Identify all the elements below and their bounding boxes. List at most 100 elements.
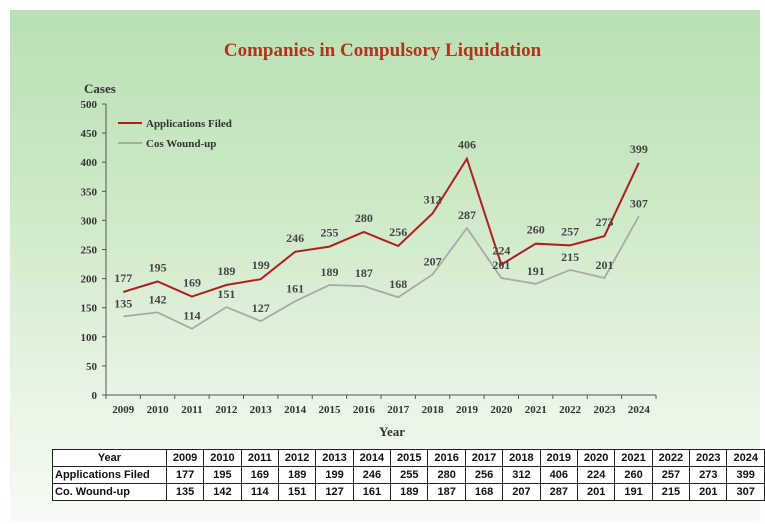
y-tick-label: 250 bbox=[81, 245, 98, 257]
table-cell: 257 bbox=[651, 466, 691, 484]
table-cell: 406 bbox=[539, 466, 578, 484]
data-label: 256 bbox=[389, 225, 407, 239]
table-cell: 114 bbox=[240, 483, 279, 501]
table-cell: 151 bbox=[277, 483, 317, 501]
y-tick-label: 350 bbox=[81, 186, 98, 198]
table-cell: 177 bbox=[165, 466, 205, 484]
table-row-header: Year bbox=[52, 449, 167, 467]
table-cell: 224 bbox=[576, 466, 616, 484]
table-row-header: Applications Filed bbox=[52, 466, 167, 484]
legend-label: Cos Wound-up bbox=[146, 138, 216, 150]
table-cell: 2023 bbox=[689, 449, 728, 467]
data-label: 127 bbox=[252, 301, 270, 315]
table-cell: 246 bbox=[352, 466, 392, 484]
table-cell: 189 bbox=[277, 466, 317, 484]
table-cell: 187 bbox=[427, 483, 466, 501]
table-cell: 280 bbox=[427, 466, 466, 484]
y-tick-label: 400 bbox=[81, 157, 98, 169]
table-cell: 2011 bbox=[240, 449, 279, 467]
table-row-header: Co. Wound-up bbox=[52, 483, 167, 501]
table-cell: 127 bbox=[315, 483, 354, 501]
table-cell: 287 bbox=[539, 483, 578, 501]
x-tick-label: 2014 bbox=[284, 404, 307, 416]
data-label: 169 bbox=[183, 276, 201, 290]
table-cell: 2012 bbox=[277, 449, 317, 467]
x-tick-label: 2012 bbox=[215, 404, 238, 416]
table-cell: 189 bbox=[390, 483, 429, 501]
table-cell: 142 bbox=[203, 483, 242, 501]
table-cell: 2016 bbox=[427, 449, 466, 467]
table-cell: 2013 bbox=[315, 449, 354, 467]
data-label: 399 bbox=[630, 142, 648, 156]
y-tick-label: 200 bbox=[81, 274, 98, 286]
table-cell: 191 bbox=[614, 483, 653, 501]
data-label: 224 bbox=[492, 244, 510, 258]
data-label: 161 bbox=[286, 281, 304, 295]
series-line-applications-filed bbox=[122, 156, 640, 298]
data-label: 135 bbox=[114, 296, 132, 310]
table-cell: 215 bbox=[651, 483, 691, 501]
x-tick-label: 2019 bbox=[456, 404, 479, 416]
table-cell: 2018 bbox=[502, 449, 541, 467]
table-cell: 2024 bbox=[726, 449, 765, 467]
data-label: 168 bbox=[389, 277, 407, 291]
data-label: 187 bbox=[355, 266, 373, 280]
table-cell: 255 bbox=[390, 466, 429, 484]
table-cell: 2009 bbox=[165, 449, 205, 467]
y-tick-label: 0 bbox=[92, 390, 98, 402]
table-cell: 399 bbox=[726, 466, 765, 484]
table-row: Co. Wound-up 135 142 114 151 127 161 189 187 168 2… bbox=[52, 483, 765, 501]
x-tick-label: 2021 bbox=[525, 404, 547, 416]
table-cell: 135 bbox=[165, 483, 205, 501]
x-tick-label: 2018 bbox=[422, 404, 445, 416]
x-tick-label: 2023 bbox=[593, 404, 616, 416]
data-label: 207 bbox=[424, 255, 442, 269]
data-label: 307 bbox=[630, 196, 648, 210]
data-label: 189 bbox=[217, 264, 235, 278]
line-chart: Cases Year 0 50 100 150 200 250 300 350 400 450 50… bbox=[81, 81, 657, 439]
series-line-cos-wound-up bbox=[123, 215, 640, 330]
data-label: 246 bbox=[286, 231, 304, 245]
x-tick-label: 2024 bbox=[628, 404, 651, 416]
y-tick-label: 300 bbox=[81, 215, 98, 227]
data-label: 191 bbox=[527, 264, 545, 278]
data-label: 255 bbox=[320, 226, 338, 240]
data-label: 260 bbox=[527, 223, 545, 237]
y-tick-label: 50 bbox=[86, 361, 98, 373]
y-tick-label: 450 bbox=[81, 128, 98, 140]
table-cell: 2010 bbox=[203, 449, 242, 467]
y-tick-label: 150 bbox=[81, 303, 98, 315]
data-label: 312 bbox=[424, 192, 442, 206]
x-tick-label: 2016 bbox=[353, 404, 376, 416]
table-cell: 307 bbox=[726, 483, 765, 501]
table-cell: 2017 bbox=[464, 449, 504, 467]
table-cell: 2022 bbox=[651, 449, 691, 467]
data-label: 287 bbox=[458, 208, 476, 222]
data-table: Year 2009 2010 2011 2012 2013 2014 2015 2016 2017… bbox=[52, 449, 765, 501]
chart-background bbox=[10, 10, 760, 522]
table-cell: 260 bbox=[614, 466, 653, 484]
data-label: 201 bbox=[492, 258, 510, 272]
table-header-row: Year 2009 2010 2011 2012 2013 2014 2015 2016 2017… bbox=[52, 449, 765, 467]
data-label: 177 bbox=[114, 271, 132, 285]
table-cell: 201 bbox=[689, 483, 728, 501]
table-cell: 273 bbox=[689, 466, 728, 484]
y-tick-label: 500 bbox=[81, 99, 98, 111]
table-cell: 2020 bbox=[576, 449, 616, 467]
x-tick-label: 2022 bbox=[559, 404, 582, 416]
data-label: 199 bbox=[252, 258, 270, 272]
table-cell: 195 bbox=[203, 466, 242, 484]
legend-label: Applications Filed bbox=[146, 118, 232, 130]
data-label: 142 bbox=[149, 292, 167, 306]
table-cell: 2015 bbox=[390, 449, 429, 467]
y-tick-label: 100 bbox=[81, 332, 98, 344]
x-tick-label: 2017 bbox=[387, 404, 410, 416]
data-label: 189 bbox=[320, 265, 338, 279]
x-axis-label: Year bbox=[379, 424, 405, 439]
x-tick-label: 2020 bbox=[490, 404, 513, 416]
data-label: 257 bbox=[561, 224, 579, 238]
table-cell: 2014 bbox=[352, 449, 392, 467]
table-cell: 201 bbox=[576, 483, 616, 501]
data-label: 273 bbox=[595, 215, 613, 229]
data-label: 195 bbox=[149, 261, 167, 275]
